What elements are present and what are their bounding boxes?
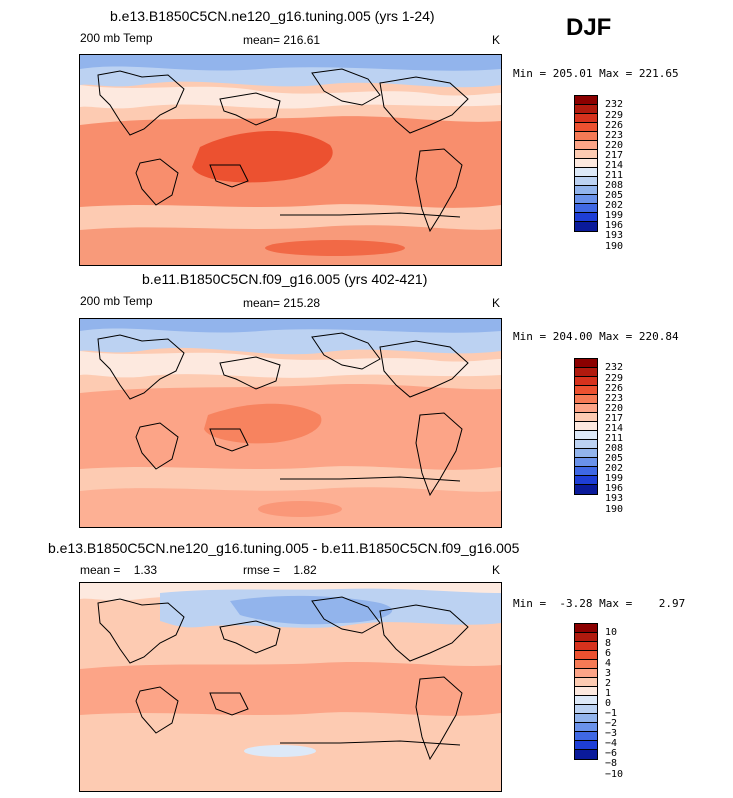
panel1-colorbar-label: 196 [605, 220, 624, 231]
panel2-colorbar-label: 202 [605, 463, 624, 474]
panel1-map [79, 54, 502, 266]
panel1-colorbar-label: 190 [605, 241, 624, 252]
panel2-colorbar-label: 220 [605, 403, 624, 414]
panel3-rmse-label: rmse = 1.82 [243, 563, 317, 577]
panel2-colorbar-label: 223 [605, 393, 624, 404]
panel3-colorbar-label: −8 [605, 758, 618, 769]
panel2-colorbar-label: 214 [605, 423, 624, 434]
panel3-colorbar-label: −10 [605, 769, 624, 780]
panel1-map-field [80, 55, 501, 265]
panel3-map-field [80, 583, 501, 791]
panel1-colorbar [574, 95, 598, 232]
panel2-colorbar-label: 196 [605, 483, 624, 494]
panel2-units: K [492, 296, 501, 310]
panel3-units: K [492, 563, 501, 577]
panel2-colorbar-label: 229 [605, 373, 624, 384]
panel1-colorbar-label: 208 [605, 180, 624, 191]
panel2-colorbar-label: 217 [605, 413, 624, 424]
panel3-map [79, 582, 502, 792]
panel1-colorbar-label: 193 [605, 230, 624, 241]
panel3-colorbar-label: 8 [605, 638, 612, 649]
panel1-minmax: Min = 205.01 Max = 221.65 [513, 67, 679, 80]
panel3-colorbar-label: −2 [605, 718, 618, 729]
panel2-minmax: Min = 204.00 Max = 220.84 [513, 330, 679, 343]
panel1-variable-label: 200 mb Temp [80, 31, 153, 45]
panel1-title: b.e13.B1850C5CN.ne120_g16.tuning.005 (yr… [110, 8, 435, 24]
panel2-colorbar [574, 358, 598, 495]
season-label: DJF [566, 14, 612, 41]
panel1-colorbar-label: 211 [605, 170, 624, 181]
panel3-title: b.e13.B1850C5CN.ne120_g16.tuning.005 - b… [48, 540, 520, 556]
panel3-colorbar [574, 623, 598, 760]
panel1-colorbar-label: 229 [605, 110, 624, 121]
panel1-colorbar-label: 220 [605, 140, 624, 151]
panel2-colorbar-label: 208 [605, 443, 624, 454]
panel2-colorbar-label: 193 [605, 493, 624, 504]
panel1-colorbar-label: 202 [605, 200, 624, 211]
panel3-colorbar-label: −4 [605, 738, 618, 749]
panel2-colorbar-label: 226 [605, 383, 624, 394]
panel2-colorbar-label: 190 [605, 504, 624, 515]
panel2-colorbar-label: 205 [605, 453, 624, 464]
panel2-colorbar-label: 199 [605, 473, 624, 484]
panel2-colorbar-label: 232 [605, 362, 624, 373]
panel3-colorbar-label: 0 [605, 698, 612, 709]
panel3-minmax: Min = -3.28 Max = 2.97 [513, 597, 686, 610]
panel1-colorbar-label: 214 [605, 160, 624, 171]
panel3-colorbar-label: 3 [605, 668, 612, 679]
panel1-colorbar-label: 199 [605, 210, 624, 221]
panel1-colorbar-label: 223 [605, 130, 624, 141]
panel3-colorbar-label: 2 [605, 678, 612, 689]
panel3-colorbar-label: 6 [605, 648, 612, 659]
panel1-colorbar-label: 217 [605, 150, 624, 161]
panel3-mean-label: mean = 1.33 [80, 563, 158, 577]
panel3-colorbar-label: −1 [605, 708, 618, 719]
panel2-colorbar-label: 211 [605, 433, 624, 444]
panel2-mean-label: mean= 215.28 [243, 296, 321, 310]
panel2-map [79, 318, 502, 528]
panel1-colorbar-label: 232 [605, 99, 624, 110]
panel2-title: b.e11.B1850C5CN.f09_g16.005 (yrs 402-421… [142, 271, 428, 287]
panel1-colorbar-label: 226 [605, 120, 624, 131]
panel3-colorbar-label: 10 [605, 627, 618, 638]
panel3-colorbar-label: −3 [605, 728, 618, 739]
panel3-colorbar-label: −6 [605, 748, 618, 759]
panel3-colorbar-label: 4 [605, 658, 612, 669]
panel1-units: K [492, 33, 501, 47]
panel3-colorbar-label: 1 [605, 688, 612, 699]
panel1-colorbar-label: 205 [605, 190, 624, 201]
panel2-map-field [80, 319, 501, 527]
panel2-variable-label: 200 mb Temp [80, 294, 153, 308]
panel1-mean-label: mean= 216.61 [243, 33, 321, 47]
